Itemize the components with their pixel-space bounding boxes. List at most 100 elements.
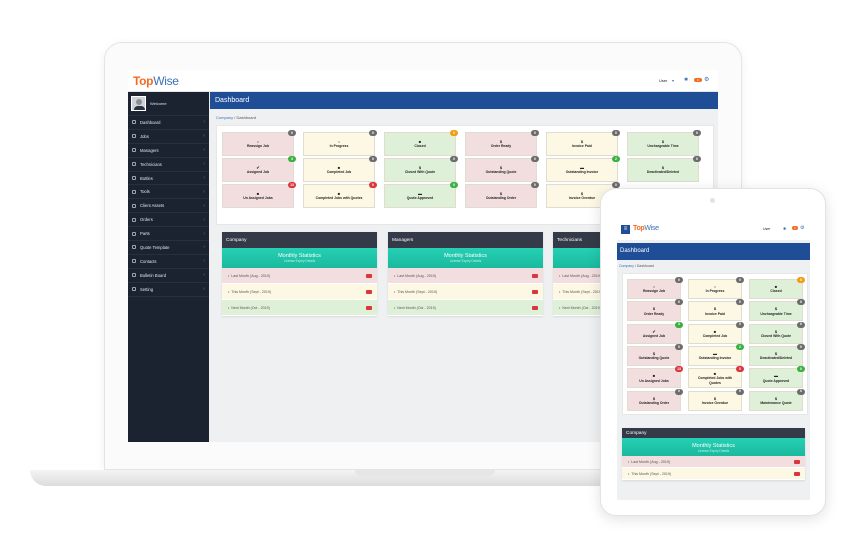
breadcrumb-company[interactable]: Company [216, 115, 234, 120]
count-badge[interactable]: 0 [450, 130, 458, 136]
count-badge[interactable]: 0 [797, 388, 805, 395]
count-badge[interactable]: 0 [369, 130, 377, 136]
count-badge[interactable]: 0 [736, 388, 744, 395]
count-badge[interactable]: 0 [531, 182, 539, 188]
expand-button[interactable] [532, 273, 538, 278]
sidebar-item-contacts[interactable]: Contacts ‹ [128, 255, 209, 269]
count-badge[interactable]: 0 [675, 299, 683, 306]
notification-badge[interactable]: 0 [694, 78, 702, 82]
status-tile[interactable]: $ Unchargeable Time 0 [749, 299, 805, 322]
status-tile[interactable]: $ Outstanding Order 0 [627, 388, 683, 411]
count-badge[interactable]: 2 [612, 156, 620, 162]
sidebar-item-tools[interactable]: Tools ‹ [128, 185, 209, 200]
count-badge[interactable]: 0 [369, 156, 377, 162]
status-tile[interactable]: ○ Reassign Job 0 [222, 130, 296, 156]
sidebar-item-client-assets[interactable]: Client Assets ‹ [128, 199, 209, 214]
count-badge[interactable]: 0 [797, 321, 805, 328]
sidebar-item-parts[interactable]: Parts ‹ [128, 227, 209, 242]
breadcrumb-company[interactable]: Company [619, 264, 634, 268]
status-tile[interactable]: $ Deactivated/Deleted 0 [627, 156, 701, 182]
sidebar-item-quote-template[interactable]: Quote Template ‹ [128, 241, 209, 255]
count-badge[interactable]: 3 [675, 321, 683, 328]
tablet-notification-badge[interactable]: 0 [792, 226, 798, 230]
user-menu[interactable]: User [659, 78, 668, 83]
status-tile[interactable]: $ Invoice Paid 0 [546, 130, 620, 156]
count-badge[interactable]: 3 [288, 156, 296, 162]
count-badge[interactable]: 0 [736, 277, 744, 283]
count-badge[interactable]: 13 [288, 182, 296, 188]
status-tile[interactable]: $ Invoice Overdue 0 [688, 388, 744, 411]
status-tile[interactable]: $ Order Ready 0 [627, 299, 683, 322]
sidebar-item-setting[interactable]: Setting ‹ [128, 283, 209, 297]
status-tile[interactable]: ○ In Progress 0 [688, 277, 744, 299]
status-tile[interactable]: $ Closed With Quote 0 [384, 156, 458, 182]
status-tile[interactable]: ■ Completed Job 0 [303, 156, 377, 182]
count-badge[interactable]: 0 [288, 130, 296, 136]
sidebar-item-bottles[interactable]: Bottles ‹ [128, 172, 209, 186]
count-badge[interactable]: 0 [736, 321, 744, 328]
status-tile[interactable]: $ Unchargeable Time 0 [627, 130, 701, 156]
menu-icon[interactable]: ≡ [621, 225, 630, 234]
status-tile[interactable]: ▬ Outstanding Invoice 2 [688, 343, 744, 366]
status-tile[interactable]: ■ Closed 0 [749, 277, 805, 299]
count-badge[interactable]: 0 [450, 182, 458, 188]
count-badge[interactable]: 0 [693, 156, 701, 162]
expand-button[interactable] [794, 471, 800, 476]
count-badge[interactable]: 0 [693, 130, 701, 136]
count-badge[interactable]: 2 [736, 343, 744, 350]
sidebar-item-orders[interactable]: Orders ‹ [128, 213, 209, 228]
count-badge[interactable]: 0 [675, 343, 683, 350]
status-tile[interactable]: $ Maintenance Quote 0 [749, 388, 805, 411]
gear-icon[interactable]: ⚙ [800, 225, 805, 231]
status-tile[interactable]: ○ In Progress 0 [303, 130, 377, 156]
expand-button[interactable] [794, 459, 800, 464]
count-badge[interactable]: 0 [736, 299, 744, 306]
count-badge[interactable]: 0 [450, 156, 458, 162]
tablet-user-menu[interactable]: User [763, 227, 771, 231]
count-badge[interactable]: 0 [675, 388, 683, 395]
count-badge[interactable]: 0 [531, 130, 539, 136]
status-tile[interactable]: ✔ Assigned Job 3 [627, 321, 683, 344]
gear-icon[interactable]: ⚙ [704, 77, 710, 83]
status-tile[interactable]: $ Order Ready 0 [465, 130, 539, 156]
status-tile[interactable]: ■ Un Assigned Jobs 13 [222, 182, 296, 208]
count-badge[interactable]: 13 [675, 366, 683, 373]
status-tile[interactable]: ✔ Assigned Job 3 [222, 156, 296, 182]
count-badge[interactable]: 0 [612, 130, 620, 136]
settings-icon[interactable]: ✱ [684, 77, 689, 83]
status-tile[interactable]: ▬ Quote Approved 0 [749, 366, 805, 389]
sidebar-item-jobs[interactable]: Jobs ‹ [128, 130, 209, 144]
status-tile[interactable]: $ Outstanding Order 0 [465, 182, 539, 208]
count-badge[interactable]: 0 [531, 156, 539, 162]
status-tile[interactable]: $ Outstanding Quote 0 [465, 156, 539, 182]
count-badge[interactable]: 0 [797, 299, 805, 306]
tablet-logo[interactable]: TopWise [633, 225, 659, 232]
status-tile[interactable]: $ Invoice Paid 0 [688, 299, 744, 322]
status-tile[interactable]: ■ Completed Jobs with Quotes 0 [303, 182, 377, 208]
status-tile[interactable]: ▬ Quote Approved 0 [384, 182, 458, 208]
sidebar-item-technicians[interactable]: Technicians ‹ [128, 158, 209, 172]
expand-button[interactable] [532, 305, 538, 310]
expand-button[interactable] [366, 273, 372, 278]
settings-icon[interactable]: ✱ [783, 226, 787, 231]
count-badge[interactable]: 0 [369, 182, 377, 188]
count-badge[interactable]: 0 [612, 182, 620, 188]
status-tile[interactable]: ■ Completed Jobs with Quotes 0 [688, 366, 744, 389]
status-tile[interactable]: $ Closed With Quote 0 [749, 321, 805, 344]
status-tile[interactable]: $ Outstanding Quote 0 [627, 343, 683, 366]
count-badge[interactable]: 0 [736, 366, 744, 373]
expand-button[interactable] [366, 289, 372, 294]
logo[interactable]: TopWise [133, 74, 179, 88]
status-tile[interactable]: ■ Closed 0 [384, 130, 458, 156]
status-tile[interactable]: ■ Completed Job 0 [688, 321, 744, 344]
count-badge[interactable]: 0 [797, 366, 805, 373]
sidebar-item-bulletin-board[interactable]: Bulletin Board ‹ [128, 269, 209, 283]
status-tile[interactable]: $ Deactivated/Deleted 0 [749, 343, 805, 366]
expand-button[interactable] [532, 289, 538, 294]
sidebar-item-managers[interactable]: Managers ‹ [128, 144, 209, 158]
expand-button[interactable] [366, 305, 372, 310]
count-badge[interactable]: 0 [797, 343, 805, 350]
avatar[interactable] [131, 96, 146, 111]
count-badge[interactable]: 0 [797, 277, 805, 283]
status-tile[interactable]: ▬ Outstanding Invoice 2 [546, 156, 620, 182]
